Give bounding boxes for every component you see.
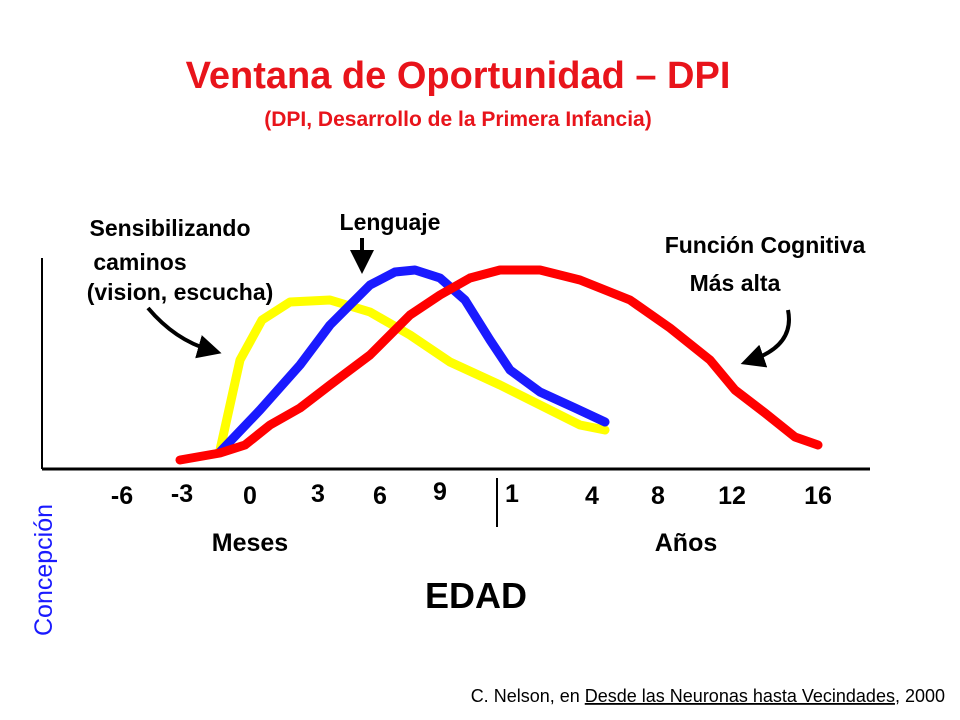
x-tick-label: 0	[243, 482, 257, 510]
axis-label: Meses	[212, 529, 288, 557]
axis-title: EDAD	[425, 575, 527, 616]
x-tick-label: 1	[505, 480, 519, 508]
x-tick-label: 3	[311, 480, 325, 508]
citation-author: C. Nelson, en	[471, 686, 585, 706]
x-tick-label: 8	[651, 482, 665, 510]
conception-label: Concepción	[30, 504, 58, 636]
label: Sensibilizando	[89, 215, 250, 241]
subtitle: (DPI, Desarrollo de la Primera Infancia)	[264, 108, 651, 131]
arrow	[740, 309, 791, 368]
label: Función Cognitiva	[665, 232, 866, 258]
x-tick-label: -3	[171, 480, 193, 508]
x-tick-label: 6	[373, 482, 387, 510]
tick-labels: -6 -3 0 3 6 9 1 4 8 12 16	[111, 478, 832, 510]
label: (vision, escucha)	[87, 279, 274, 305]
title: Ventana de Oportunidad – DPI	[186, 55, 731, 97]
axis-label: Años	[655, 529, 718, 557]
x-tick-label: 12	[718, 482, 746, 510]
citation: C. Nelson, en Desde las Neuronas hasta V…	[471, 686, 945, 706]
citation-year: , 2000	[895, 686, 945, 706]
arrow	[146, 306, 222, 359]
x-tick-label: 4	[585, 482, 599, 510]
label: caminos	[93, 249, 186, 275]
x-tick-label: 9	[433, 478, 447, 506]
x-tick-label: 16	[804, 482, 832, 510]
language-curve	[215, 265, 610, 457]
label: Lenguaje	[340, 209, 441, 235]
sensory-curve	[215, 295, 610, 455]
label: Más alta	[690, 270, 781, 296]
x-tick-label: -6	[111, 482, 133, 510]
citation-work: Desde las Neuronas hasta Vecindades	[585, 686, 895, 706]
cognitive-curve	[175, 265, 823, 465]
